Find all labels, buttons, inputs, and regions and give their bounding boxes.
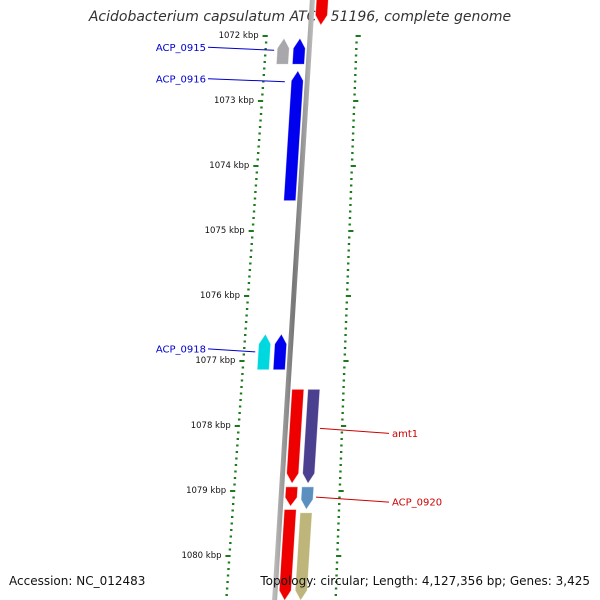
accession-text: Accession: NC_012483 [9, 574, 146, 588]
gene-feature[interactable] [286, 388, 305, 485]
gene-label-leader [207, 78, 285, 83]
gene-features[interactable] [256, 0, 329, 600]
kbp-label: 1073 kbp [214, 96, 254, 106]
gene-label-acp-0920[interactable]: ACP_0920 [392, 498, 442, 509]
backbone-line [272, 0, 315, 600]
gene-feature[interactable] [294, 512, 313, 600]
gene-label-leader [207, 46, 275, 51]
gene-label-leader [207, 348, 256, 353]
left-tick-ruler [225, 35, 268, 596]
gene-acp-0915[interactable] [275, 37, 290, 65]
kbp-label: 1079 kbp [186, 486, 226, 496]
genome-summary-text: Topology: circular; Length: 4,127,356 bp… [260, 574, 590, 588]
gene-label-acp-0915[interactable]: ACP_0915 [156, 43, 206, 54]
gene-label-leader [319, 427, 390, 434]
gene-feature[interactable] [284, 486, 299, 508]
gene-acp-0916[interactable] [283, 69, 304, 202]
map-title: Acidobacterium capsulatum ATCC 51196, co… [88, 9, 512, 25]
gene-label-leader [316, 496, 390, 503]
gene-amt1[interactable] [302, 388, 321, 485]
gene-feature[interactable] [314, 0, 329, 26]
gene-feature[interactable] [291, 37, 306, 65]
gene-label-acp-0918[interactable]: ACP_0918 [156, 344, 206, 355]
gene-labels: ACP_0915 ACP_0916 ACP_0918 amt1 ACP_0920 [156, 43, 442, 509]
genome-backbone [272, 0, 315, 600]
kbp-scale-labels: 1072 kbp 1073 kbp 1074 kbp 1075 kbp 1076 kbp… [181, 31, 258, 561]
kbp-label: 1078 kbp [191, 421, 231, 431]
kbp-label: 1074 kbp [209, 161, 249, 171]
kbp-label: 1080 kbp [181, 551, 221, 561]
gene-acp-0918[interactable] [256, 333, 272, 371]
gene-feature[interactable] [278, 509, 297, 600]
kbp-label: 1077 kbp [195, 356, 235, 366]
gene-label-amt1[interactable]: amt1 [392, 429, 418, 440]
gene-acp-0920[interactable] [300, 486, 315, 511]
right-tick-ruler [334, 35, 361, 596]
kbp-label: 1072 kbp [219, 31, 259, 41]
kbp-label: 1076 kbp [200, 291, 240, 301]
kbp-label: 1075 kbp [205, 226, 245, 236]
gene-label-acp-0916[interactable]: ACP_0916 [156, 74, 206, 85]
gene-feature[interactable] [272, 333, 288, 371]
